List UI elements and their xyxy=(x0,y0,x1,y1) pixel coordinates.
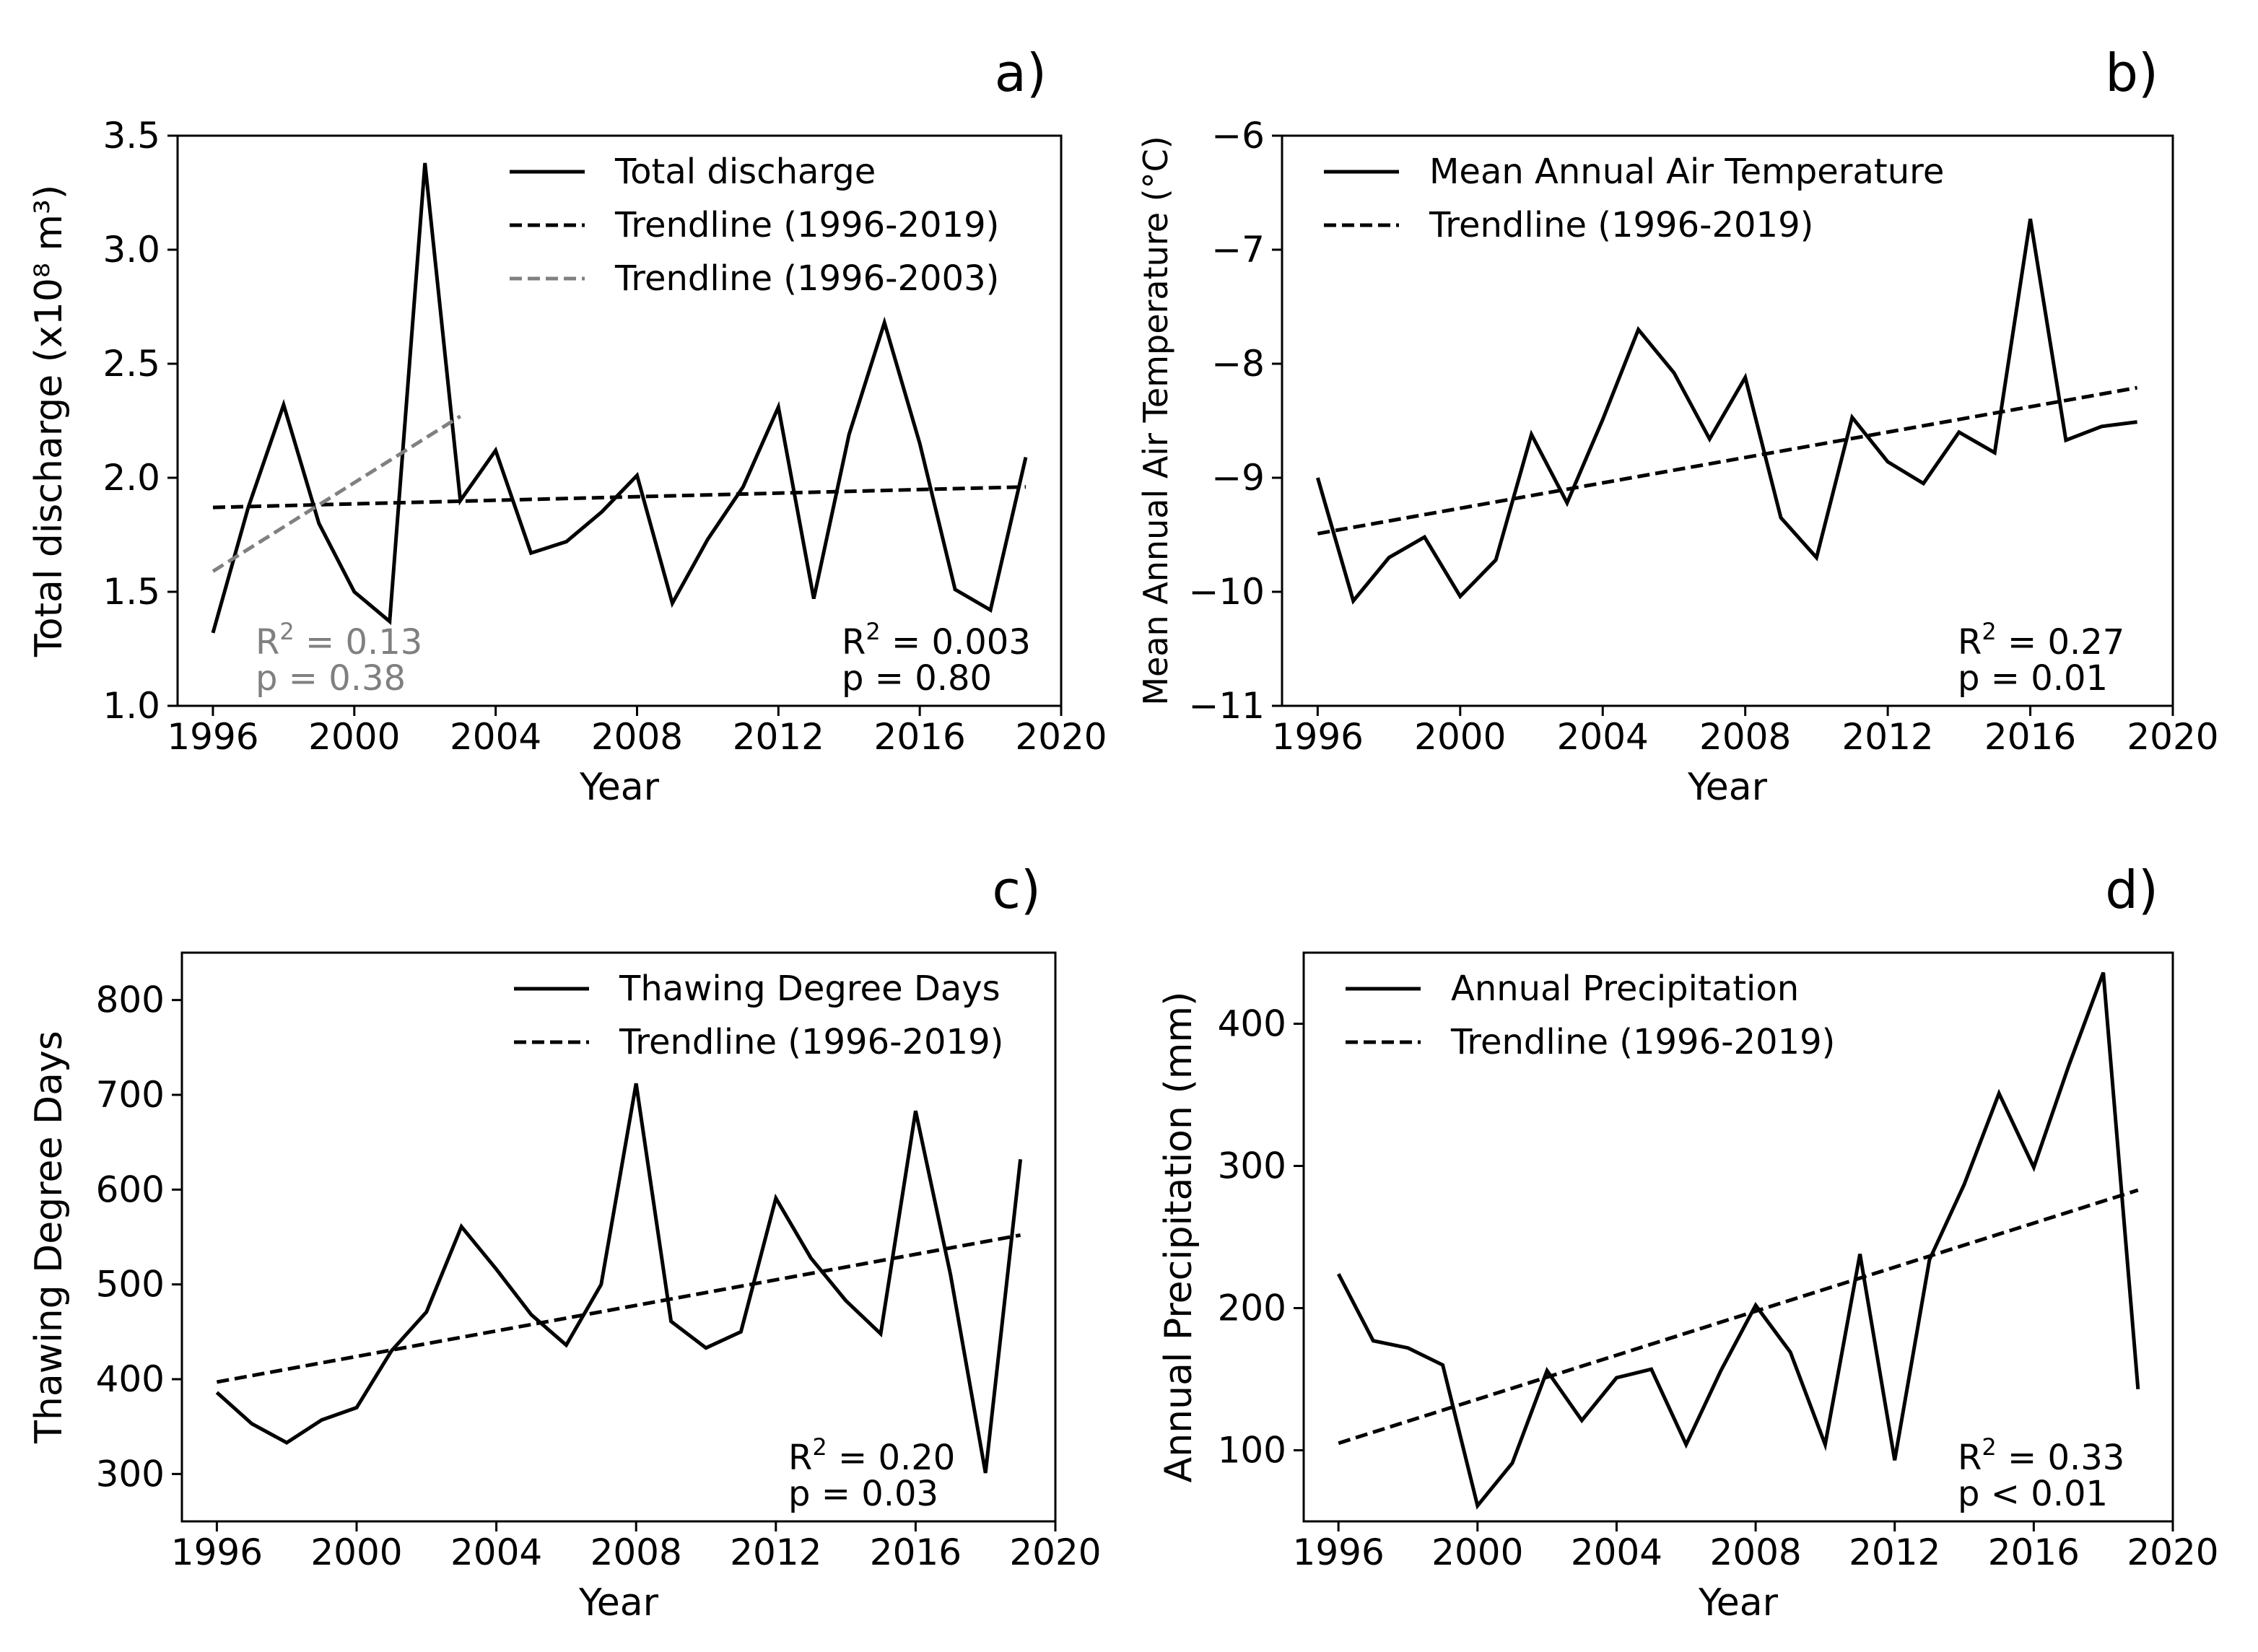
y-tick-label: 1.0 xyxy=(103,685,160,727)
legend-label: Trendline (1996-2019) xyxy=(1450,1022,1835,1062)
x-tick-label: 1996 xyxy=(1272,716,1364,758)
y-tick-label: 3.0 xyxy=(103,229,160,271)
series-line-trendline-1996-2019- xyxy=(1317,385,2138,536)
plot-frame xyxy=(1302,951,2174,1523)
x-tick-label: 2008 xyxy=(1709,1531,1801,1573)
x-tick-label: 2020 xyxy=(1009,1531,1101,1573)
r-squared-label: R2 = 0.27 xyxy=(1958,618,2124,663)
r-squared-label: R2 = 0.003 xyxy=(842,618,1031,663)
y-tick-label: 700 xyxy=(96,1074,165,1116)
y-tick-label: 400 xyxy=(96,1358,165,1400)
x-tick-label: 1996 xyxy=(167,716,258,758)
x-tick-label: 2004 xyxy=(450,716,541,758)
x-tick-label: 2012 xyxy=(733,716,824,758)
y-tick-label: 2.0 xyxy=(103,457,160,499)
x-tick-label: 2004 xyxy=(1557,716,1649,758)
series-line-thawing-degree-days xyxy=(215,1083,1023,1474)
x-tick-label: 2020 xyxy=(2127,1531,2218,1573)
legend-label: Trendline (1996-2019) xyxy=(619,1022,1003,1062)
r-squared-label: R2 = 0.13 xyxy=(256,618,422,663)
x-tick-label: 2012 xyxy=(1841,716,1933,758)
y-tick-label: −7 xyxy=(1211,229,1265,271)
y-tick-label: −8 xyxy=(1211,343,1265,385)
x-tick-label: 2020 xyxy=(1015,716,1107,758)
x-axis-label: Year xyxy=(579,766,660,809)
series-line-total-discharge xyxy=(211,162,1028,634)
y-tick-label: 200 xyxy=(1218,1288,1286,1329)
y-tick-label: 1.5 xyxy=(103,571,160,613)
panel-d: d) 1996 2000 2004 2008 2012 2016 2020 100 200 300 4… xyxy=(1157,860,2219,1625)
x-axis-label: Year xyxy=(1687,766,1768,809)
legend-label: Trendline (1996-2003) xyxy=(614,258,999,299)
x-tick-label: 2000 xyxy=(310,1531,402,1573)
p-value-label: p = 0.38 xyxy=(256,658,406,699)
x-tick-label: 1996 xyxy=(171,1531,263,1573)
panel-label: c) xyxy=(992,860,1041,920)
y-tick-label: 600 xyxy=(96,1168,165,1210)
series-line-trendline-1996-2019- xyxy=(1338,1188,2139,1446)
x-tick-label: 2008 xyxy=(591,716,683,758)
y-axis-label: Annual Precipitation (mm) xyxy=(1157,992,1200,1483)
series-line-trendline-1996-2019- xyxy=(212,485,1026,510)
legend-label: Mean Annual Air Temperature xyxy=(1429,152,1944,192)
x-tick-label: 2016 xyxy=(1988,1531,2080,1573)
x-axis-label: Year xyxy=(578,1581,659,1625)
series-line-trendline-1996-2019- xyxy=(216,1233,1021,1384)
panel-label: a) xyxy=(995,43,1047,103)
p-value-label: p = 0.80 xyxy=(842,658,992,699)
panel-b: b) 1996 2000 2004 2008 2012 2016 2020 −11 −10 −9 −8… xyxy=(1136,43,2219,809)
p-value-label: p < 0.01 xyxy=(1958,1474,2108,1514)
panel-c: c) 1996 2000 2004 2008 2012 2016 2020 300 400 500 6… xyxy=(27,860,1102,1625)
x-tick-label: 2012 xyxy=(1849,1531,1940,1573)
panel-a: a) 1996 2000 2004 2008 2012 2016 2020 1.0 1.5 2.0 2… xyxy=(27,43,1107,809)
x-tick-label: 2000 xyxy=(308,716,400,758)
r-squared-label: R2 = 0.20 xyxy=(788,1433,955,1478)
x-axis-label: Year xyxy=(1698,1581,1779,1625)
panel-label: b) xyxy=(2105,43,2158,103)
y-axis-label: Thawing Degree Days xyxy=(27,1031,71,1444)
x-tick-label: 2000 xyxy=(1414,716,1506,758)
x-tick-label: 2012 xyxy=(730,1531,821,1573)
y-tick-label: 300 xyxy=(96,1453,165,1495)
y-tick-label: −6 xyxy=(1211,115,1265,157)
y-tick-label: −10 xyxy=(1188,571,1265,613)
y-tick-label: 300 xyxy=(1218,1145,1286,1187)
x-tick-label: 2000 xyxy=(1431,1531,1523,1573)
x-tick-label: 2020 xyxy=(2127,716,2218,758)
x-tick-label: 2016 xyxy=(870,1531,962,1573)
plot-frame xyxy=(1281,134,2174,707)
p-value-label: p = 0.01 xyxy=(1958,658,2108,699)
x-tick-label: 1996 xyxy=(1293,1531,1385,1573)
x-tick-label: 2016 xyxy=(874,716,966,758)
series-line-trendline-1996-2003- xyxy=(212,414,462,573)
x-tick-label: 2016 xyxy=(1984,716,2076,758)
plot-frame xyxy=(180,951,1057,1523)
x-tick-label: 2008 xyxy=(1699,716,1791,758)
y-tick-label: 800 xyxy=(96,979,165,1021)
legend-label: Trendline (1996-2019) xyxy=(1429,205,1813,245)
series-line-annual-precipitation xyxy=(1336,971,2140,1510)
y-tick-label: 2.5 xyxy=(103,343,160,385)
legend-label: Total discharge xyxy=(614,152,876,192)
legend-label: Thawing Degree Days xyxy=(619,969,1001,1009)
y-tick-label: 500 xyxy=(96,1264,165,1306)
r-squared-label: R2 = 0.33 xyxy=(1958,1433,2124,1478)
legend-label: Annual Precipitation xyxy=(1451,969,1799,1009)
y-tick-label: −11 xyxy=(1188,685,1265,727)
p-value-label: p = 0.03 xyxy=(788,1474,938,1514)
y-axis-label: Total discharge (x10⁸ m³) xyxy=(27,185,71,657)
x-tick-label: 2008 xyxy=(590,1531,682,1573)
y-tick-label: 400 xyxy=(1218,1003,1286,1045)
y-tick-label: −9 xyxy=(1211,457,1265,499)
y-tick-label: 3.5 xyxy=(103,115,160,157)
y-axis-label: Mean Annual Air Temperature (°C) xyxy=(1136,136,1175,705)
plot-frame xyxy=(176,134,1063,707)
panel-label: d) xyxy=(2105,860,2158,920)
y-tick-label: 100 xyxy=(1218,1430,1286,1472)
x-tick-label: 2004 xyxy=(1571,1531,1662,1573)
legend-label: Trendline (1996-2019) xyxy=(614,205,999,245)
x-tick-label: 2004 xyxy=(450,1531,542,1573)
